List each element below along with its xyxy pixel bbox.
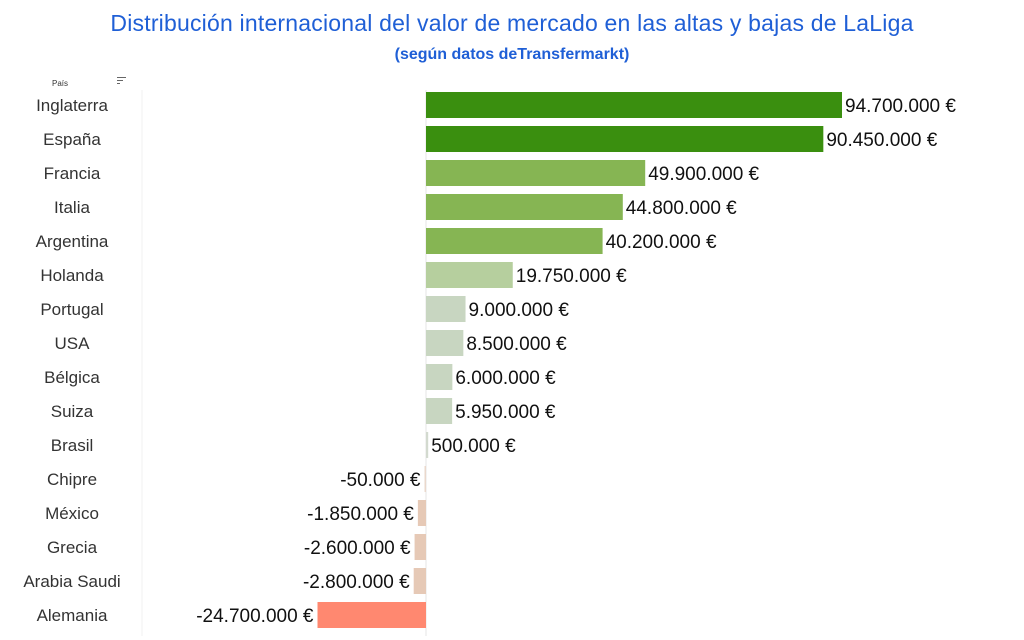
category-label: Italia <box>54 198 90 217</box>
value-label: -2.800.000 € <box>303 572 410 593</box>
column-header-pais: País <box>52 79 69 88</box>
category-label: Inglaterra <box>36 96 108 115</box>
value-label: 9.000.000 € <box>469 300 570 321</box>
bar[interactable] <box>426 296 466 322</box>
category-label: Chipre <box>47 470 97 489</box>
category-label: Arabia Saudi <box>23 572 120 591</box>
bar[interactable] <box>426 262 513 288</box>
chart-subtitle: (según datos deTransfermarkt) <box>394 46 630 63</box>
category-label: Brasil <box>51 436 94 455</box>
chart-title: Distribución internacional del valor de … <box>110 10 914 36</box>
value-label: 49.900.000 € <box>648 164 759 185</box>
bar[interactable] <box>414 534 426 560</box>
category-label: México <box>45 504 99 523</box>
value-label: 94.700.000 € <box>845 96 956 117</box>
category-label: Francia <box>44 164 101 183</box>
value-label: 5.950.000 € <box>455 402 556 423</box>
bar[interactable] <box>426 364 453 390</box>
category-label: Alemania <box>37 606 108 625</box>
value-label: 90.450.000 € <box>826 130 937 151</box>
bar[interactable] <box>426 228 603 254</box>
bar[interactable] <box>413 568 426 594</box>
bar[interactable] <box>426 160 646 186</box>
category-label: Grecia <box>47 538 98 557</box>
category-label: Suiza <box>51 402 94 421</box>
value-label: 44.800.000 € <box>626 198 737 219</box>
category-label: España <box>43 130 101 149</box>
bar[interactable] <box>426 432 429 458</box>
category-label: Holanda <box>40 266 104 285</box>
bar[interactable] <box>426 398 453 424</box>
value-label: 19.750.000 € <box>516 266 627 287</box>
bar[interactable] <box>417 500 426 526</box>
bar[interactable] <box>426 330 464 356</box>
value-label: -1.850.000 € <box>307 504 414 525</box>
bar[interactable] <box>426 126 824 152</box>
value-label: 6.000.000 € <box>455 368 556 389</box>
sort-icon[interactable] <box>117 77 126 86</box>
value-label: -50.000 € <box>340 470 421 491</box>
value-label: 40.200.000 € <box>606 232 717 253</box>
bar[interactable] <box>426 194 623 220</box>
category-label: Argentina <box>36 232 109 251</box>
bar[interactable] <box>424 466 427 492</box>
value-label: 8.500.000 € <box>466 334 567 355</box>
category-label: Portugal <box>40 300 103 319</box>
value-label: -24.700.000 € <box>196 606 314 627</box>
bar[interactable] <box>317 602 426 628</box>
value-label: -2.600.000 € <box>304 538 411 559</box>
category-label: USA <box>55 334 91 353</box>
bar[interactable] <box>426 92 842 118</box>
value-label: 500.000 € <box>431 436 516 457</box>
category-label: Bélgica <box>44 368 100 387</box>
